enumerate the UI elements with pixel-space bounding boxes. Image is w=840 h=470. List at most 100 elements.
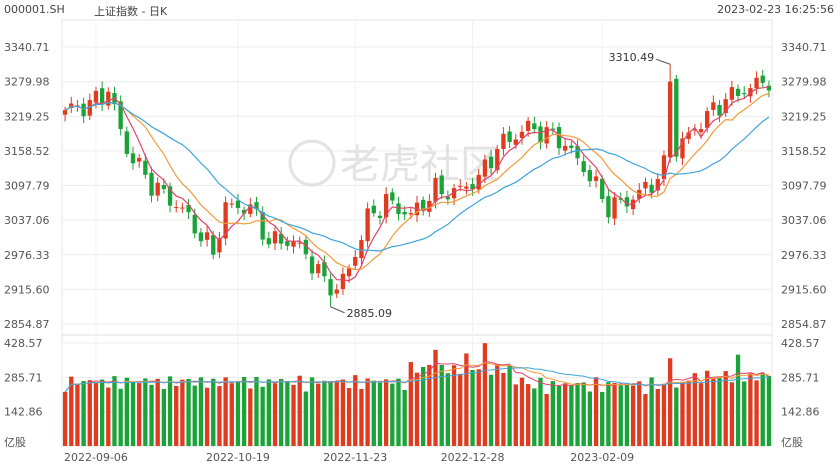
candle-body: [383, 194, 389, 218]
candle-body: [81, 103, 86, 117]
volume-bar: [563, 383, 568, 446]
candle-body: [390, 192, 395, 201]
candle-body: [402, 211, 407, 215]
volume-bar: [402, 390, 407, 446]
candle-body: [186, 204, 191, 213]
chart-header: 000001.SH 上证指数 - 日K 2023-02-23 16:25:56: [0, 0, 840, 20]
volume-bar: [451, 365, 457, 446]
volume-bar: [612, 382, 617, 446]
volume-bar: [390, 383, 395, 446]
volume-bar: [488, 374, 494, 446]
price-tick-right: 3279.98: [781, 76, 827, 89]
volume-bar: [106, 387, 111, 446]
volume-unit-right: 亿股: [781, 436, 803, 449]
volume-bar: [383, 379, 389, 446]
date-tick: 2023-02-09: [570, 451, 634, 464]
volume-bar: [439, 365, 444, 446]
candle-body: [161, 185, 167, 190]
candle-body: [507, 131, 512, 142]
candle-body: [742, 93, 747, 95]
candle-body: [649, 184, 654, 193]
volume-bar: [155, 378, 160, 446]
volume-bar: [445, 373, 451, 446]
candle-body: [198, 232, 204, 242]
candle-body: [532, 123, 537, 130]
volume-bar: [149, 384, 154, 446]
candle-body: [525, 120, 531, 131]
volume-bar: [711, 378, 716, 446]
candle-body: [723, 99, 728, 113]
volume-bar: [742, 381, 747, 446]
volume-bar: [735, 354, 741, 446]
candle-body: [600, 178, 605, 199]
price-tick-right: 3340.71: [781, 41, 827, 54]
volume-bar: [328, 381, 333, 446]
candle-body: [501, 133, 506, 150]
candle-body: [248, 204, 253, 214]
volume-bar: [359, 388, 364, 446]
price-tick-left: 3097.79: [4, 180, 50, 193]
candle-body: [217, 238, 222, 253]
candle-body: [433, 178, 438, 202]
candle-body: [353, 256, 358, 266]
candle-body: [87, 100, 92, 116]
volume-bar: [217, 386, 222, 446]
candle-body: [93, 90, 99, 103]
volume-bar: [198, 377, 204, 446]
volume-bar: [297, 375, 302, 446]
volume-bar: [624, 383, 630, 446]
volume-bar: [254, 377, 259, 446]
candle-body: [674, 78, 679, 157]
volume-bar: [192, 385, 197, 446]
volume-bar: [167, 376, 173, 446]
candle-body: [556, 127, 562, 149]
volume-bar: [322, 380, 327, 446]
candle-body: [735, 88, 741, 96]
watermark: 老虎社区: [340, 142, 500, 188]
low-annotation-leader: [330, 306, 345, 314]
price-tick-right: 3158.52: [781, 145, 827, 158]
volume-bar: [346, 388, 352, 446]
price-tick-left: 2915.60: [4, 283, 50, 296]
date-tick: 2022-12-28: [441, 451, 505, 464]
volume-bar: [180, 379, 185, 446]
candle-body: [587, 170, 593, 182]
candle-body: [581, 161, 586, 172]
candle-body: [464, 186, 469, 189]
price-tick-left: 3158.52: [4, 145, 50, 158]
candle-body: [439, 175, 444, 195]
volume-bar: [303, 391, 309, 446]
high-annotation-label: 3310.49: [609, 51, 655, 64]
volume-bar: [137, 383, 142, 446]
candle-body: [235, 200, 241, 208]
candle-body: [754, 77, 759, 89]
price-tick-left: 3340.71: [4, 41, 50, 54]
volume-bar: [279, 378, 284, 446]
candle-body: [606, 196, 611, 218]
candle-body: [322, 262, 327, 277]
watermark-logo-icon: [288, 139, 336, 187]
volume-bar: [130, 381, 136, 446]
price-tick-right: 3037.06: [781, 214, 827, 227]
volume-bar: [75, 384, 80, 446]
candle-body: [192, 214, 197, 234]
volume-bar: [525, 384, 531, 446]
volume-bar: [69, 376, 74, 446]
price-tick-right: 2915.60: [781, 283, 827, 296]
volume-tick-right: 142.86: [781, 406, 820, 419]
candle-body: [291, 241, 296, 247]
candle-body: [655, 179, 660, 191]
volume-bar: [569, 385, 574, 446]
price-tick-left: 3219.25: [4, 110, 50, 123]
price-tick-left: 3279.98: [4, 76, 50, 89]
volume-bar: [649, 377, 654, 446]
volume-bar: [593, 377, 599, 446]
volume-bar: [760, 372, 765, 446]
volume-ma-line-10: [64, 362, 769, 393]
volume-bar: [118, 388, 123, 446]
candle-body: [575, 146, 580, 159]
date-tick: 2022-11-23: [323, 451, 387, 464]
volume-bar: [705, 370, 710, 446]
candle-body: [538, 126, 543, 143]
